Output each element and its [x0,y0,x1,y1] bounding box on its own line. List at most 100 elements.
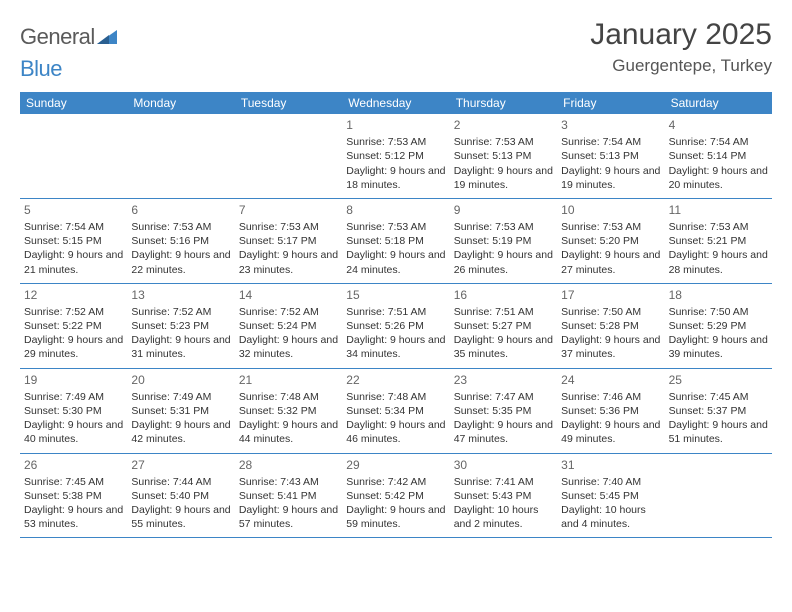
sunrise-text: Sunrise: 7:41 AM [454,475,553,489]
day-number: 25 [669,372,768,388]
daylight-text: Daylight: 9 hours and 49 minutes. [561,418,660,446]
daylight-text: Daylight: 9 hours and 35 minutes. [454,333,553,361]
daylight-text: Daylight: 9 hours and 29 minutes. [24,333,123,361]
sunrise-text: Sunrise: 7:54 AM [561,135,660,149]
daylight-text: Daylight: 9 hours and 53 minutes. [24,503,123,531]
daylight-text: Daylight: 9 hours and 59 minutes. [346,503,445,531]
sunrise-text: Sunrise: 7:48 AM [239,390,338,404]
sunset-text: Sunset: 5:23 PM [131,319,230,333]
day-cell [20,114,127,198]
day-number: 26 [24,457,123,473]
sunrise-text: Sunrise: 7:47 AM [454,390,553,404]
sunset-text: Sunset: 5:20 PM [561,234,660,248]
sunset-text: Sunset: 5:30 PM [24,404,123,418]
daylight-text: Daylight: 9 hours and 24 minutes. [346,248,445,276]
daylight-text: Daylight: 9 hours and 57 minutes. [239,503,338,531]
sunrise-text: Sunrise: 7:53 AM [131,220,230,234]
sunrise-text: Sunrise: 7:53 AM [454,220,553,234]
sunrise-text: Sunrise: 7:43 AM [239,475,338,489]
logo: General Blue [20,24,117,82]
daylight-text: Daylight: 9 hours and 18 minutes. [346,164,445,192]
sunrise-text: Sunrise: 7:49 AM [24,390,123,404]
sunset-text: Sunset: 5:22 PM [24,319,123,333]
daylight-text: Daylight: 9 hours and 31 minutes. [131,333,230,361]
daylight-text: Daylight: 10 hours and 4 minutes. [561,503,660,531]
day-number: 20 [131,372,230,388]
day-number: 3 [561,117,660,133]
day-cell: 17Sunrise: 7:50 AMSunset: 5:28 PMDayligh… [557,284,664,368]
logo-part1: General [20,24,95,49]
sunset-text: Sunset: 5:26 PM [346,319,445,333]
day-cell: 25Sunrise: 7:45 AMSunset: 5:37 PMDayligh… [665,369,772,453]
sunrise-text: Sunrise: 7:53 AM [561,220,660,234]
daylight-text: Daylight: 9 hours and 42 minutes. [131,418,230,446]
day-cell: 31Sunrise: 7:40 AMSunset: 5:45 PMDayligh… [557,454,664,538]
day-number: 7 [239,202,338,218]
day-number: 21 [239,372,338,388]
dow-friday: Friday [557,92,664,114]
dow-saturday: Saturday [665,92,772,114]
sunset-text: Sunset: 5:15 PM [24,234,123,248]
day-number: 31 [561,457,660,473]
day-cell: 16Sunrise: 7:51 AMSunset: 5:27 PMDayligh… [450,284,557,368]
month-title: January 2025 [590,18,772,52]
day-number: 14 [239,287,338,303]
sunrise-text: Sunrise: 7:53 AM [454,135,553,149]
day-number: 12 [24,287,123,303]
daylight-text: Daylight: 9 hours and 39 minutes. [669,333,768,361]
sunset-text: Sunset: 5:32 PM [239,404,338,418]
sunrise-text: Sunrise: 7:46 AM [561,390,660,404]
dow-monday: Monday [127,92,234,114]
day-number: 9 [454,202,553,218]
sunrise-text: Sunrise: 7:52 AM [131,305,230,319]
sunrise-text: Sunrise: 7:53 AM [669,220,768,234]
sunrise-text: Sunrise: 7:51 AM [454,305,553,319]
day-cell: 14Sunrise: 7:52 AMSunset: 5:24 PMDayligh… [235,284,342,368]
sunset-text: Sunset: 5:13 PM [561,149,660,163]
daylight-text: Daylight: 9 hours and 37 minutes. [561,333,660,361]
daylight-text: Daylight: 9 hours and 55 minutes. [131,503,230,531]
day-cell [127,114,234,198]
daylight-text: Daylight: 9 hours and 20 minutes. [669,164,768,192]
sunset-text: Sunset: 5:31 PM [131,404,230,418]
daylight-text: Daylight: 9 hours and 40 minutes. [24,418,123,446]
sunrise-text: Sunrise: 7:44 AM [131,475,230,489]
daylight-text: Daylight: 9 hours and 51 minutes. [669,418,768,446]
day-cell: 30Sunrise: 7:41 AMSunset: 5:43 PMDayligh… [450,454,557,538]
day-number: 28 [239,457,338,473]
sunset-text: Sunset: 5:19 PM [454,234,553,248]
logo-part2: Blue [20,56,62,81]
daylight-text: Daylight: 9 hours and 47 minutes. [454,418,553,446]
day-cell: 12Sunrise: 7:52 AMSunset: 5:22 PMDayligh… [20,284,127,368]
day-cell: 10Sunrise: 7:53 AMSunset: 5:20 PMDayligh… [557,199,664,283]
daylight-text: Daylight: 9 hours and 22 minutes. [131,248,230,276]
day-cell: 3Sunrise: 7:54 AMSunset: 5:13 PMDaylight… [557,114,664,198]
day-cell: 24Sunrise: 7:46 AMSunset: 5:36 PMDayligh… [557,369,664,453]
daylight-text: Daylight: 9 hours and 32 minutes. [239,333,338,361]
location: Guergentepe, Turkey [590,56,772,76]
sunrise-text: Sunrise: 7:45 AM [24,475,123,489]
header: General Blue January 2025 Guergentepe, Tu… [20,18,772,82]
day-cell: 28Sunrise: 7:43 AMSunset: 5:41 PMDayligh… [235,454,342,538]
day-cell: 26Sunrise: 7:45 AMSunset: 5:38 PMDayligh… [20,454,127,538]
sunset-text: Sunset: 5:24 PM [239,319,338,333]
day-cell: 21 Sunrise: 7:48 AMSunset: 5:32 PMDayligh… [235,369,342,453]
day-number: 5 [24,202,123,218]
daylight-text: Daylight: 9 hours and 27 minutes. [561,248,660,276]
sunrise-text: Sunrise: 7:54 AM [669,135,768,149]
sunset-text: Sunset: 5:40 PM [131,489,230,503]
sunset-text: Sunset: 5:16 PM [131,234,230,248]
title-block: January 2025 Guergentepe, Turkey [590,18,772,76]
day-number: 23 [454,372,553,388]
daylight-text: Daylight: 9 hours and 44 minutes. [239,418,338,446]
daylight-text: Daylight: 9 hours and 34 minutes. [346,333,445,361]
sunrise-text: Sunrise: 7:53 AM [346,135,445,149]
logo-text: General Blue [20,24,117,82]
daylight-text: Daylight: 10 hours and 2 minutes. [454,503,553,531]
day-cell: 9Sunrise: 7:53 AMSunset: 5:19 PMDaylight… [450,199,557,283]
dow-wednesday: Wednesday [342,92,449,114]
sunrise-text: Sunrise: 7:50 AM [669,305,768,319]
sunset-text: Sunset: 5:18 PM [346,234,445,248]
day-number: 6 [131,202,230,218]
day-cell: 23Sunrise: 7:47 AMSunset: 5:35 PMDayligh… [450,369,557,453]
